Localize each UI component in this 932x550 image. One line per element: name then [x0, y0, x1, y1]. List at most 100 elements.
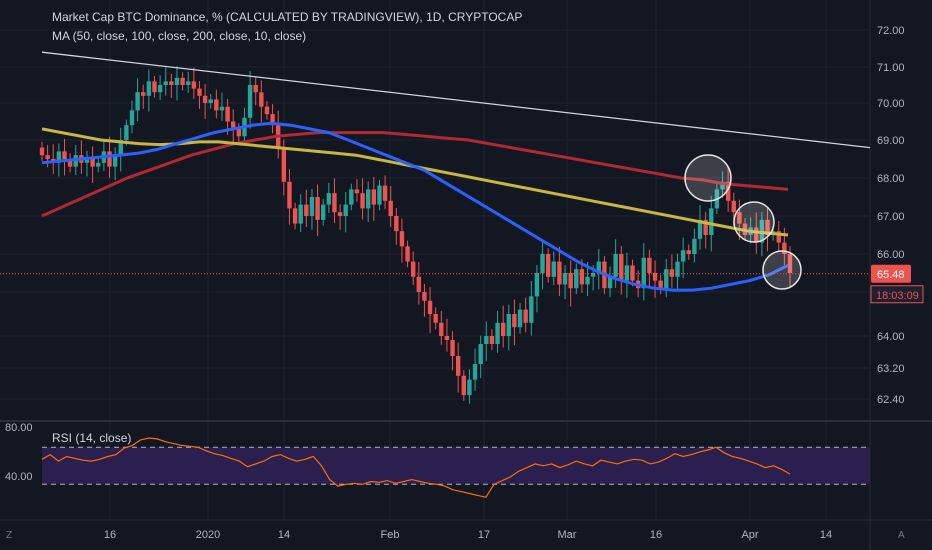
- candle-body: [776, 231, 781, 243]
- price-tick-label: 68.00: [877, 173, 905, 185]
- ma50-line: [41, 121, 789, 292]
- candle-body: [253, 85, 258, 93]
- candle-body: [405, 246, 410, 262]
- candle-body: [129, 110, 135, 126]
- candle-body: [146, 81, 152, 96]
- log-scale-button[interactable]: Z: [6, 530, 13, 541]
- candle-body: [585, 276, 590, 285]
- price-tick-label: 67.00: [877, 211, 905, 223]
- candle-body: [579, 269, 585, 285]
- chart-title[interactable]: Market Cap BTC Dominance, % (CALCULATED …: [52, 10, 523, 24]
- candle-body: [574, 269, 579, 289]
- candle-body: [686, 250, 691, 254]
- candle-body: [557, 261, 562, 285]
- rsi-pane[interactable]: [41, 437, 870, 498]
- candle-body: [692, 238, 697, 254]
- candle-body: [326, 193, 332, 205]
- candle-body: [731, 200, 736, 213]
- candle-body: [478, 344, 483, 364]
- candle-body: [433, 314, 438, 323]
- candle-body: [208, 99, 213, 103]
- candle-body: [590, 273, 596, 277]
- candle-body: [264, 106, 270, 115]
- last-price-badge: 65.48 18:03:09: [870, 264, 924, 304]
- candle-body: [444, 336, 450, 340]
- candle-body: [174, 77, 180, 85]
- rsi-tick-label-left: 40.00: [5, 471, 33, 483]
- candle-body: [523, 309, 528, 323]
- candle-body: [39, 147, 45, 156]
- candle-body: [90, 159, 95, 167]
- candle-body: [197, 88, 202, 96]
- time-tick-label: 14: [820, 529, 832, 541]
- candle-body: [152, 81, 157, 93]
- candle-body: [630, 265, 635, 281]
- candle-body: [377, 185, 382, 205]
- auto-scale-button[interactable]: A: [898, 530, 905, 541]
- candle-body: [439, 322, 444, 336]
- candle-body: [287, 181, 292, 209]
- countdown-bg: [870, 285, 924, 304]
- candle-body: [298, 204, 303, 224]
- candle-body: [315, 197, 320, 220]
- ma200-line: [41, 131, 789, 218]
- candle-body: [472, 364, 478, 380]
- candle-body: [422, 292, 427, 301]
- time-tick-label: 14: [278, 529, 290, 541]
- candle-body: [613, 254, 618, 277]
- candle-body: [545, 254, 551, 277]
- candle-body: [512, 314, 517, 328]
- candle-body: [332, 193, 337, 213]
- time-tick-label: Mar: [558, 529, 577, 541]
- candle-body: [551, 261, 556, 277]
- price-tick-label: 62.40: [877, 394, 905, 406]
- candle-body: [607, 276, 613, 289]
- candle-body: [624, 265, 630, 281]
- trendline: [41, 51, 871, 149]
- candle-body: [124, 125, 129, 140]
- candle-body: [664, 269, 669, 289]
- rsi-legend[interactable]: RSI (14, close): [52, 431, 132, 445]
- time-tick-label: Apr: [741, 529, 758, 541]
- candle-body: [534, 273, 540, 297]
- axes: 72.0071.0070.0069.0068.0067.0066.0065.00…: [5, 25, 924, 541]
- candle-body: [202, 95, 208, 103]
- candle-body: [703, 219, 708, 235]
- candle-body: [84, 159, 90, 163]
- candle-body: [354, 189, 360, 194]
- price-tick-label: 69.00: [877, 135, 905, 147]
- price-tick-label: 71.00: [877, 62, 905, 74]
- candle-body: [343, 204, 348, 216]
- last-price-badge-bg: [871, 264, 911, 283]
- candle-body: [495, 322, 500, 344]
- candle-body: [186, 81, 191, 85]
- candle-body: [467, 379, 472, 396]
- candle-body: [568, 273, 573, 289]
- candle-body: [652, 273, 658, 281]
- ma100-line: [41, 127, 789, 237]
- candle-body: [725, 181, 731, 201]
- price-tick-label: 63.20: [877, 363, 905, 375]
- candle-body: [349, 189, 354, 205]
- time-tick-label: 17: [478, 529, 490, 541]
- candle-body: [765, 219, 770, 235]
- ma-legend[interactable]: MA (50, close, 100, close, 200, close, 1…: [52, 29, 307, 43]
- candle-body: [321, 204, 326, 220]
- price-pane[interactable]: [0, 51, 871, 404]
- candle-body: [135, 92, 140, 111]
- candle-body: [658, 280, 663, 289]
- countdown-value: 18:03:09: [876, 290, 919, 302]
- candle-body: [399, 231, 405, 247]
- candle-body: [427, 300, 433, 314]
- rsi-band: [42, 447, 870, 485]
- candle-body: [231, 121, 236, 129]
- candle-body: [394, 216, 399, 232]
- candle-body: [619, 254, 624, 281]
- candle-body: [118, 140, 123, 156]
- annotation-circle: [684, 154, 732, 202]
- candle-body: [360, 193, 365, 209]
- candle-body: [506, 314, 511, 336]
- candle-body: [562, 273, 568, 285]
- candle-body: [500, 322, 506, 336]
